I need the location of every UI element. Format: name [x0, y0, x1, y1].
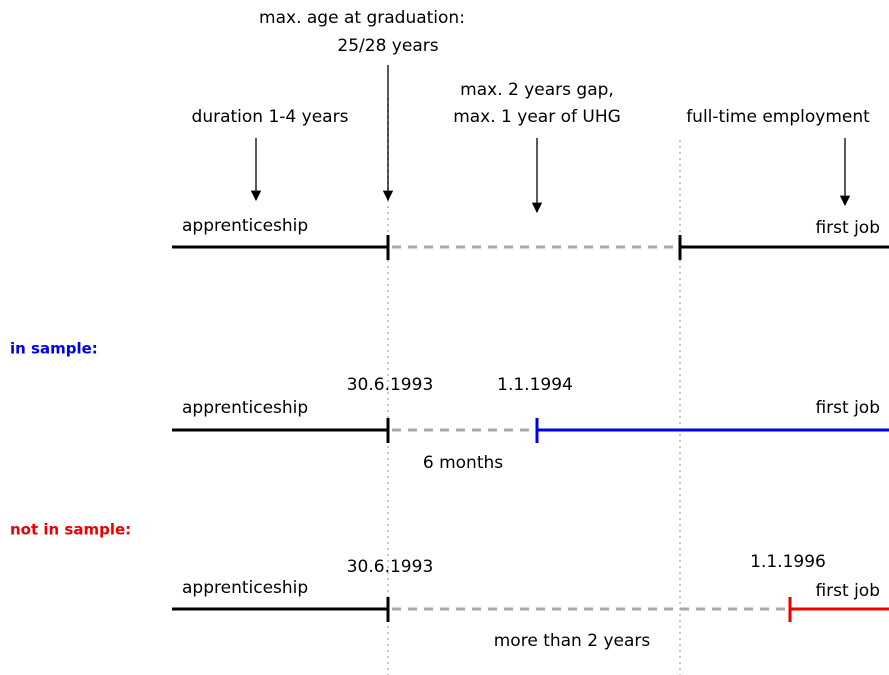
- row-label: first job: [815, 581, 880, 601]
- annotation: max. age at graduation:: [259, 8, 465, 28]
- annotation: max. 2 years gap,: [460, 80, 614, 100]
- date-label: 30.6.1993: [347, 557, 434, 577]
- row-heading: not in sample:: [10, 521, 131, 539]
- gap-label: 6 months: [423, 453, 503, 473]
- row-label: apprenticeship: [182, 578, 308, 598]
- date-label: 1.1.1996: [750, 552, 826, 572]
- row-heading: in sample:: [10, 340, 98, 358]
- annotation: full-time employment: [686, 107, 870, 127]
- date-label: 30.6.1993: [347, 375, 434, 395]
- annotation: 25/28 years: [337, 36, 438, 56]
- gap-label: more than 2 years: [494, 631, 651, 651]
- date-label: 1.1.1994: [497, 375, 573, 395]
- row-label: apprenticeship: [182, 216, 308, 236]
- row-label: apprenticeship: [182, 398, 308, 418]
- annotation: max. 1 year of UHG: [453, 107, 621, 127]
- row-label: first job: [815, 398, 880, 418]
- row-label: first job: [815, 218, 880, 238]
- annotation: duration 1-4 years: [192, 107, 349, 127]
